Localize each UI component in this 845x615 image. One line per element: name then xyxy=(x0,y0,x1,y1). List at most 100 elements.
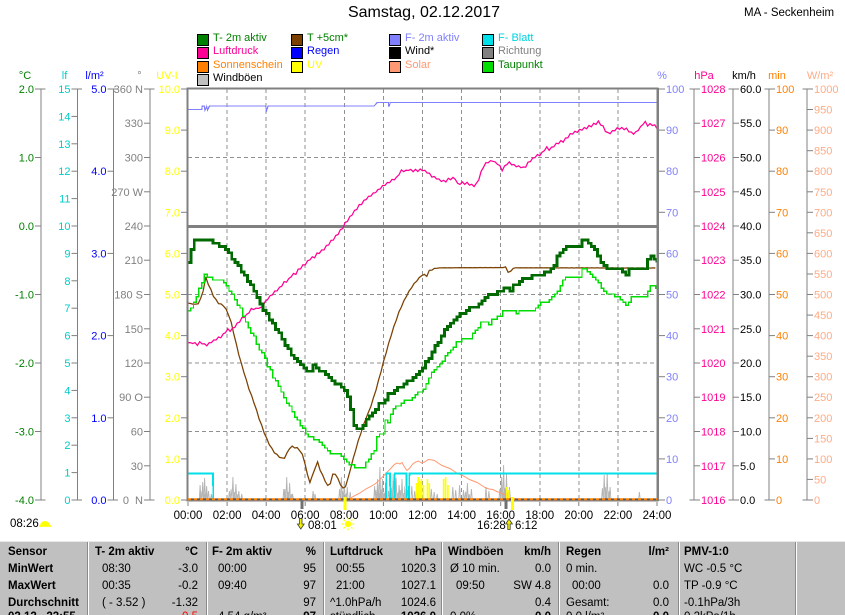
svg-text:04:00: 04:00 xyxy=(252,510,281,522)
svg-text:1020: 1020 xyxy=(701,358,725,370)
svg-text:-1.0: -1.0 xyxy=(15,290,34,302)
svg-text:-2.0: -2.0 xyxy=(15,358,34,370)
svg-text:2.0: 2.0 xyxy=(91,331,106,343)
svg-text:45.0: 45.0 xyxy=(740,187,761,199)
svg-text:-4.0: -4.0 xyxy=(15,495,34,507)
svg-text:950: 950 xyxy=(814,105,832,117)
svg-text:250: 250 xyxy=(814,392,832,404)
svg-text:1022: 1022 xyxy=(701,290,725,302)
svg-text:16:28: 16:28 xyxy=(477,520,506,532)
svg-text:70: 70 xyxy=(776,207,788,219)
svg-text:30: 30 xyxy=(776,372,788,384)
svg-text:100: 100 xyxy=(666,84,684,96)
svg-text:km/h: km/h xyxy=(732,70,756,82)
svg-text:1026: 1026 xyxy=(701,153,725,165)
svg-text:350: 350 xyxy=(814,351,832,363)
svg-text:6: 6 xyxy=(64,331,70,343)
svg-text:08:00: 08:00 xyxy=(330,510,359,522)
svg-text:22:00: 22:00 xyxy=(604,510,633,522)
svg-text:0.0: 0.0 xyxy=(91,495,106,507)
svg-text:400: 400 xyxy=(814,331,832,343)
svg-text:240: 240 xyxy=(125,221,143,233)
svg-text:0.0: 0.0 xyxy=(740,495,755,507)
svg-text:0: 0 xyxy=(814,495,820,507)
svg-text:900: 900 xyxy=(814,125,832,137)
svg-text:1023: 1023 xyxy=(701,255,725,267)
svg-text:330: 330 xyxy=(125,118,143,130)
svg-text:20:00: 20:00 xyxy=(564,510,593,522)
svg-text:1021: 1021 xyxy=(701,324,725,336)
svg-text:850: 850 xyxy=(814,146,832,158)
svg-text:10: 10 xyxy=(58,221,70,233)
svg-text:650: 650 xyxy=(814,228,832,240)
svg-text:hPa: hPa xyxy=(694,70,714,82)
svg-text:600: 600 xyxy=(814,248,832,260)
svg-text:2: 2 xyxy=(64,440,70,452)
svg-text:450: 450 xyxy=(814,310,832,322)
svg-text:150: 150 xyxy=(814,433,832,445)
svg-text:6:12: 6:12 xyxy=(515,520,537,532)
svg-text:08:01: 08:01 xyxy=(308,520,337,532)
svg-text:90: 90 xyxy=(776,125,788,137)
svg-text:10.0: 10.0 xyxy=(740,427,761,439)
svg-text:50: 50 xyxy=(776,290,788,302)
svg-text:210: 210 xyxy=(125,255,143,267)
svg-text:18:00: 18:00 xyxy=(525,510,554,522)
svg-text:20.0: 20.0 xyxy=(740,358,761,370)
svg-text:60: 60 xyxy=(776,248,788,260)
svg-text:300: 300 xyxy=(814,372,832,384)
svg-text:35.0: 35.0 xyxy=(740,255,761,267)
svg-text:70: 70 xyxy=(666,207,678,219)
svg-text:1028: 1028 xyxy=(701,84,725,96)
svg-text:11: 11 xyxy=(59,194,70,206)
svg-text:60.0: 60.0 xyxy=(740,84,761,96)
svg-text:3: 3 xyxy=(64,413,70,425)
svg-text:1025: 1025 xyxy=(701,187,725,199)
svg-text:00:00: 00:00 xyxy=(174,510,203,522)
svg-text:4.0: 4.0 xyxy=(91,166,106,178)
svg-text:6.0: 6.0 xyxy=(165,248,180,260)
svg-text:14:00: 14:00 xyxy=(447,510,476,522)
svg-text:1.0: 1.0 xyxy=(91,413,106,425)
svg-text:700: 700 xyxy=(814,207,832,219)
svg-text:12:00: 12:00 xyxy=(408,510,437,522)
svg-text:l/m²: l/m² xyxy=(85,70,104,82)
svg-text:80: 80 xyxy=(776,166,788,178)
svg-text:1017: 1017 xyxy=(701,461,725,473)
svg-text:02:00: 02:00 xyxy=(213,510,242,522)
svg-text:0: 0 xyxy=(64,495,70,507)
svg-text:10.0: 10.0 xyxy=(159,84,180,96)
svg-text:-3.0: -3.0 xyxy=(15,427,34,439)
svg-text:1019: 1019 xyxy=(701,392,725,404)
svg-text:12: 12 xyxy=(58,166,70,178)
svg-text:5.0: 5.0 xyxy=(91,84,106,96)
svg-text:30: 30 xyxy=(131,461,143,473)
svg-text:750: 750 xyxy=(814,187,832,199)
svg-text:100: 100 xyxy=(776,84,794,96)
svg-text:W/m²: W/m² xyxy=(807,70,834,82)
svg-text:10: 10 xyxy=(666,454,678,466)
svg-text:100: 100 xyxy=(814,454,832,466)
svg-text:1000: 1000 xyxy=(814,84,838,96)
svg-text:4: 4 xyxy=(64,385,70,397)
svg-text:1: 1 xyxy=(64,468,70,480)
svg-text:5.0: 5.0 xyxy=(740,461,755,473)
svg-text:40: 40 xyxy=(666,331,678,343)
svg-text:9: 9 xyxy=(64,248,70,260)
svg-text:30: 30 xyxy=(666,372,678,384)
svg-text:4.0: 4.0 xyxy=(165,331,180,343)
svg-text:0 N: 0 N xyxy=(123,495,143,507)
svg-text:°C: °C xyxy=(19,70,31,82)
svg-text:7: 7 xyxy=(64,303,70,315)
svg-text:360 N: 360 N xyxy=(114,84,143,96)
svg-text:min: min xyxy=(768,70,786,82)
svg-text:2.0: 2.0 xyxy=(19,84,34,96)
svg-text:90 O: 90 O xyxy=(119,392,143,404)
svg-text:300: 300 xyxy=(125,153,143,165)
svg-text:0: 0 xyxy=(776,495,782,507)
svg-text:08:26: 08:26 xyxy=(10,518,39,530)
svg-text:8.0: 8.0 xyxy=(165,166,180,178)
svg-text:1027: 1027 xyxy=(701,118,725,130)
svg-text:15: 15 xyxy=(58,84,70,96)
svg-text:°: ° xyxy=(137,70,141,82)
